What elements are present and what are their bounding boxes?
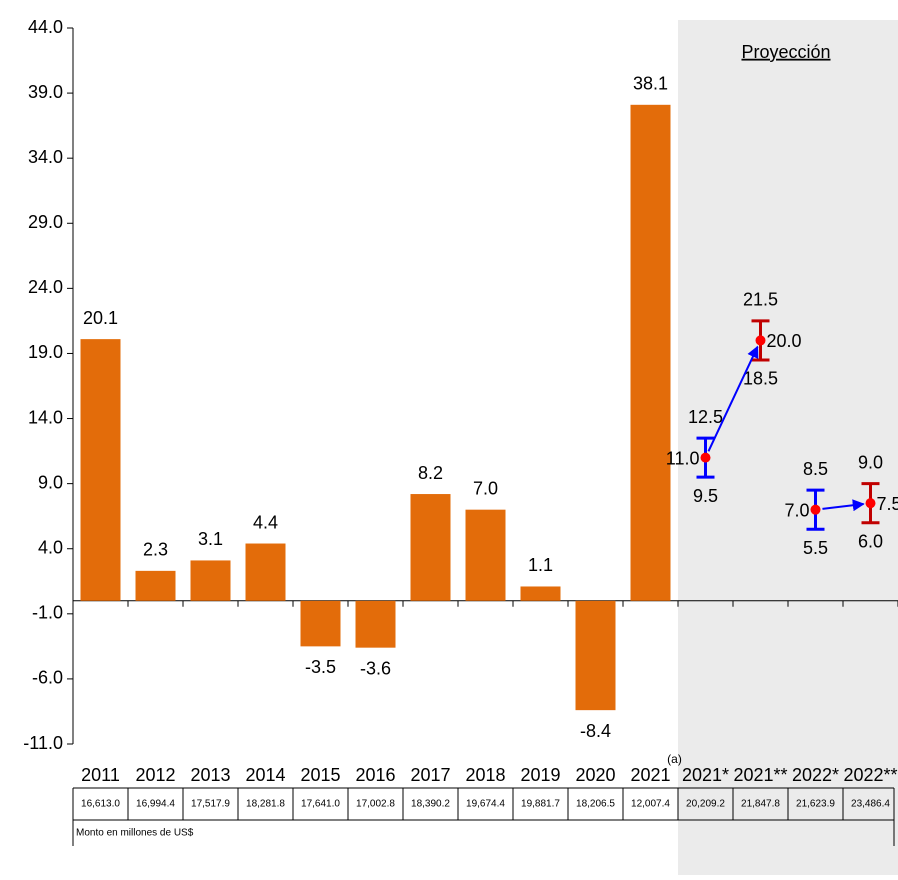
table-cell: 18,206.5 (576, 799, 615, 810)
y-tick-label: -6.0 (32, 668, 63, 688)
table-cell: 21,847.8 (741, 799, 780, 810)
bar (301, 601, 341, 647)
y-tick-label: -1.0 (32, 603, 63, 623)
low-label: 5.5 (803, 538, 828, 558)
x-tick-label: 2022* (792, 765, 839, 785)
point-label: 20.0 (767, 331, 802, 351)
low-label: 6.0 (858, 531, 883, 551)
y-tick-label: 14.0 (28, 407, 63, 427)
y-tick-label: 9.0 (38, 472, 63, 492)
bar (576, 601, 616, 710)
projection-point (866, 498, 876, 508)
high-label: 12.5 (688, 407, 723, 427)
x-tick-label: 2022** (843, 765, 897, 785)
bar (356, 601, 396, 648)
bar-value-label: 20.1 (83, 308, 118, 328)
y-tick-label: 44.0 (28, 17, 63, 37)
table-cell: 16,613.0 (81, 799, 120, 810)
table-cell: 17,517.9 (191, 799, 230, 810)
bar (191, 560, 231, 600)
bar-value-label: 4.4 (253, 512, 278, 532)
table-cell: 19,881.7 (521, 799, 560, 810)
bar (631, 105, 671, 601)
bar (521, 586, 561, 600)
projection-point (811, 505, 821, 515)
bar-value-label: 3.1 (198, 529, 223, 549)
table-cell: 23,486.4 (851, 799, 890, 810)
high-label: 8.5 (803, 459, 828, 479)
x-tick-label: 2016 (355, 765, 395, 785)
bar-value-label: -8.4 (580, 721, 611, 741)
bar-value-label: 7.0 (473, 478, 498, 498)
point-label: 7.0 (784, 500, 809, 520)
table-cell: 20,209.2 (686, 799, 725, 810)
x-tick-label: 2015 (300, 765, 340, 785)
table-cell: 17,002.8 (356, 799, 395, 810)
y-tick-label: 29.0 (28, 212, 63, 232)
y-tick-label: 39.0 (28, 82, 63, 102)
bar-value-label: 38.1 (633, 74, 668, 94)
projection-label: Proyección (741, 42, 830, 62)
x-tick-label: 2018 (465, 765, 505, 785)
y-tick-label: 24.0 (28, 277, 63, 297)
table-cell: 19,674.4 (466, 799, 505, 810)
y-tick-label: -11.0 (23, 733, 63, 753)
low-label: 18.5 (743, 369, 778, 389)
bar-value-label: -3.6 (360, 658, 391, 678)
bar (81, 339, 121, 601)
bar-value-label: 1.1 (528, 555, 553, 575)
table-cell: 16,994.4 (136, 799, 175, 810)
bar (246, 544, 286, 601)
x-tick-label: 2019 (520, 765, 560, 785)
bar-value-label: 2.3 (143, 540, 168, 560)
high-label: 9.0 (858, 452, 883, 472)
y-tick-label: 34.0 (28, 147, 63, 167)
x-tick-label: 2021 (630, 765, 670, 785)
x-tick-label: 2017 (410, 765, 450, 785)
bar (466, 510, 506, 601)
projection-point (701, 453, 711, 463)
x-tick-label: 2021* (682, 765, 729, 785)
bar-value-label: -3.5 (305, 657, 336, 677)
table-cell: 18,390.2 (411, 799, 450, 810)
y-tick-label: 19.0 (28, 342, 63, 362)
x-tick-label: 2021** (733, 765, 787, 785)
low-label: 9.5 (693, 486, 718, 506)
table-cell: 18,281.8 (246, 799, 285, 810)
high-label: 21.5 (743, 290, 778, 310)
table-cell: 21,623.9 (796, 799, 835, 810)
footnote-marker: (a) (667, 752, 682, 766)
table-note: Monto en millones de US$ (76, 828, 194, 839)
x-tick-label: 2012 (135, 765, 175, 785)
point-label: 11.0 (666, 448, 700, 468)
x-tick-label: 2013 (190, 765, 230, 785)
x-tick-label: 2020 (575, 765, 615, 785)
table-cell: 12,007.4 (631, 799, 670, 810)
x-tick-label: 2014 (245, 765, 285, 785)
y-tick-label: 4.0 (38, 537, 63, 557)
projection-point (756, 335, 766, 345)
point-label: 7.5 (877, 494, 898, 514)
x-tick-label: 2011 (81, 765, 120, 785)
table-cell: 17,641.0 (301, 799, 340, 810)
bar (136, 571, 176, 601)
bar-value-label: 8.2 (418, 463, 443, 483)
bar (411, 494, 451, 601)
